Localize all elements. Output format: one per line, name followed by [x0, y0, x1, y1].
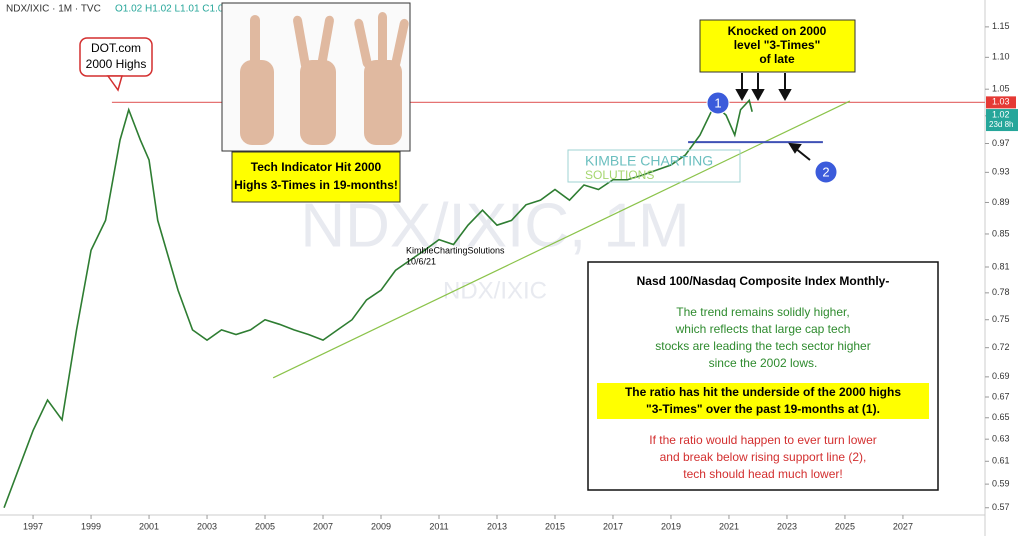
label-text: Knocked on 2000 — [728, 24, 827, 38]
annotations: DOT.com 2000 Highs Tech Indicator Hit 20… — [79, 2, 939, 491]
price-tag-label: 1.02 — [992, 109, 1010, 119]
y-tick-label: 0.69 — [992, 371, 1010, 381]
hands — [240, 12, 409, 145]
label-text: Tech Indicator Hit 2000 — [251, 160, 382, 174]
x-tick-label: 1999 — [81, 521, 101, 531]
x-tick-label: 2001 — [139, 521, 159, 531]
commentary-text: The ratio has hit the underside of the 2… — [625, 385, 901, 399]
callout-text: 2000 Highs — [86, 57, 147, 71]
support-line — [272, 100, 851, 379]
commentary-text: since the 2002 lows. — [709, 356, 818, 370]
y-tick-label: 0.61 — [992, 456, 1010, 466]
marker-label: 1 — [714, 95, 721, 110]
y-tick-label: 0.65 — [992, 412, 1010, 422]
label-text: of late — [759, 52, 795, 66]
y-tick-label: 1.15 — [992, 21, 1010, 31]
commentary-text: If the ratio would happen to ever turn l… — [649, 433, 876, 447]
x-tick-label: 2015 — [545, 521, 565, 531]
logo-text: SOLUTIONS — [585, 168, 654, 182]
y-tick-label: 0.67 — [992, 391, 1010, 401]
x-tick-label: 2027 — [893, 521, 913, 531]
x-tick-label: 2011 — [429, 521, 448, 531]
x-tick-label: 2003 — [197, 521, 217, 531]
y-tick-label: 0.78 — [992, 287, 1010, 297]
x-tick-label: 2023 — [777, 521, 797, 531]
commentary-text: and break below rising support line (2), — [660, 450, 867, 464]
label-text: level "3-Times" — [734, 38, 821, 52]
commentary-text: tech should head much lower! — [683, 467, 842, 481]
label-box — [231, 151, 401, 203]
marker — [814, 160, 838, 184]
x-tick-label: 1997 — [23, 521, 43, 531]
label-box — [699, 19, 856, 73]
x-tick-label: 2005 — [255, 521, 275, 531]
price-tag — [986, 109, 1018, 132]
y-tick-label: 1.05 — [992, 84, 1010, 94]
y-tick-label: 0.59 — [992, 478, 1010, 488]
commentary-text: stocks are leading the tech sector highe… — [655, 339, 870, 353]
price-tag-label: 1.03 — [992, 97, 1010, 107]
x-tick-label: 2021 — [719, 521, 739, 531]
y-tick-label: 1.10 — [992, 52, 1010, 62]
y-tick-label: 0.75 — [992, 314, 1010, 324]
callout-tail — [106, 75, 123, 92]
x-tick-label: 2007 — [313, 521, 333, 531]
ohlc: O1.02 H1.02 L1.01 C1.02 +0 — [115, 4, 244, 15]
marker — [706, 91, 730, 115]
highlight — [597, 383, 929, 419]
x-tick-label: 2019 — [661, 521, 681, 531]
price-tag — [986, 96, 1016, 109]
x-tick-label: 2025 — [835, 521, 855, 531]
y-tick-label: 0.93 — [992, 167, 1010, 177]
y-tick-label: 0.63 — [992, 434, 1010, 444]
marker-label: 2 — [822, 164, 829, 179]
x-tick-label: 2017 — [603, 521, 623, 531]
callout-text: DOT.com — [91, 41, 141, 55]
label-text: Highs 3-Times in 19-months! — [234, 178, 398, 192]
y-tick-label: 0.85 — [992, 228, 1010, 238]
y-tick-label: 0.89 — [992, 197, 1010, 207]
commentary-box — [587, 261, 939, 491]
arrows — [735, 73, 811, 161]
x-tick-label: 2009 — [371, 521, 391, 531]
commentary-text: "3-Times" over the past 19-months at (1)… — [646, 402, 880, 416]
y-tick-label: 0.81 — [992, 261, 1010, 271]
logo-text: KIMBLE CHARTING — [585, 153, 713, 169]
signature: KimbleChartingSolutions — [406, 245, 505, 255]
price-line — [3, 98, 753, 509]
watermark: NDX/IXIC — [443, 277, 547, 304]
x-tick-label: 2013 — [487, 521, 507, 531]
header: NDX/IXIC · 1M · TVC — [6, 4, 101, 15]
signature: 10/6/21 — [406, 256, 436, 266]
y-tick-label: 0.97 — [992, 138, 1010, 148]
watermark: NDX/IXIC, 1M — [300, 191, 689, 260]
logo — [567, 149, 741, 183]
y-tick-label: 0.57 — [992, 502, 1010, 512]
commentary-text: which reflects that large cap tech — [675, 322, 851, 336]
commentary-text: The trend remains solidly higher, — [676, 305, 849, 319]
y-tick-label: 0.72 — [992, 342, 1010, 352]
commentary-title: Nasd 100/Nasdaq Composite Index Monthly- — [637, 274, 890, 288]
countdown: 23d 8h — [989, 120, 1013, 129]
